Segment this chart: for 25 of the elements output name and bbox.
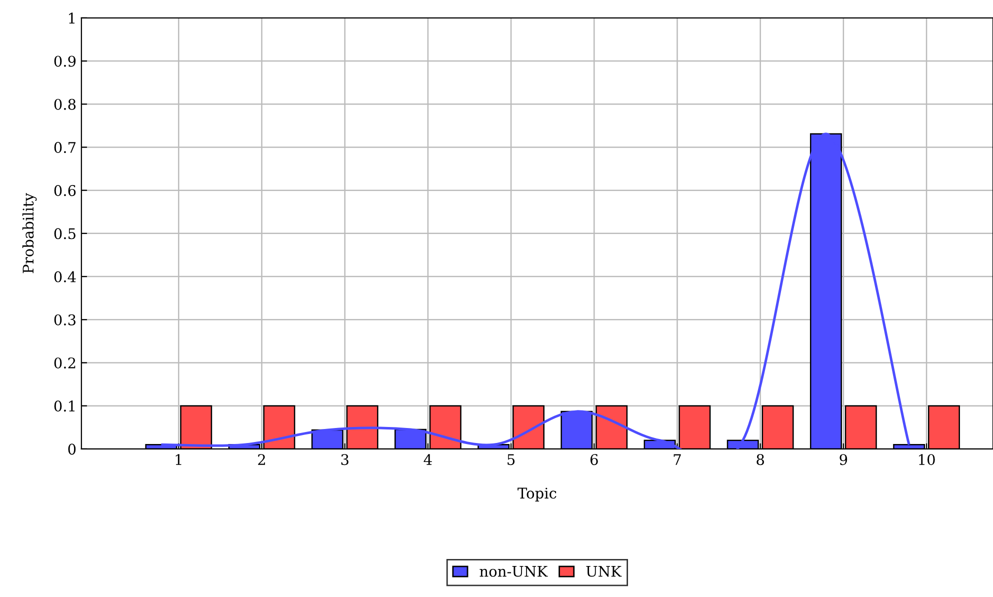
y-tick-label: 0.7 xyxy=(54,142,76,153)
y-tick-label: 0.9 xyxy=(54,56,76,67)
y-tick-label: 0.5 xyxy=(54,228,76,240)
x-tick-label: 2 xyxy=(258,454,265,465)
y-axis-title: Probability xyxy=(22,192,37,274)
x-axis-title: Topic xyxy=(518,488,556,502)
y-tick-label: 0.4 xyxy=(54,271,76,282)
y-tick-label: 1 xyxy=(69,12,74,24)
legend-label: UNK xyxy=(586,566,622,577)
legend-label: non-UNK xyxy=(480,566,548,577)
x-tick-label: 9 xyxy=(840,454,848,466)
x-tick-label: 10 xyxy=(919,454,935,466)
y-tick-label: 0.3 xyxy=(54,314,76,326)
x-tick-label: 7 xyxy=(674,454,681,465)
x-tick-label: 5 xyxy=(508,454,515,466)
x-tick-label: 1 xyxy=(176,454,182,465)
x-tick-label: 3 xyxy=(341,454,348,466)
y-tick-label: 0.6 xyxy=(54,185,76,196)
x-tick-label: 6 xyxy=(590,454,598,466)
y-tick-label: 0 xyxy=(68,444,76,455)
x-tick-label: 8 xyxy=(756,454,764,466)
x-tick-label: 4 xyxy=(424,454,432,465)
y-tick-label: 0.1 xyxy=(54,400,74,412)
y-tick-label: 0.2 xyxy=(54,357,76,368)
y-tick-label: 0.8 xyxy=(54,98,76,110)
